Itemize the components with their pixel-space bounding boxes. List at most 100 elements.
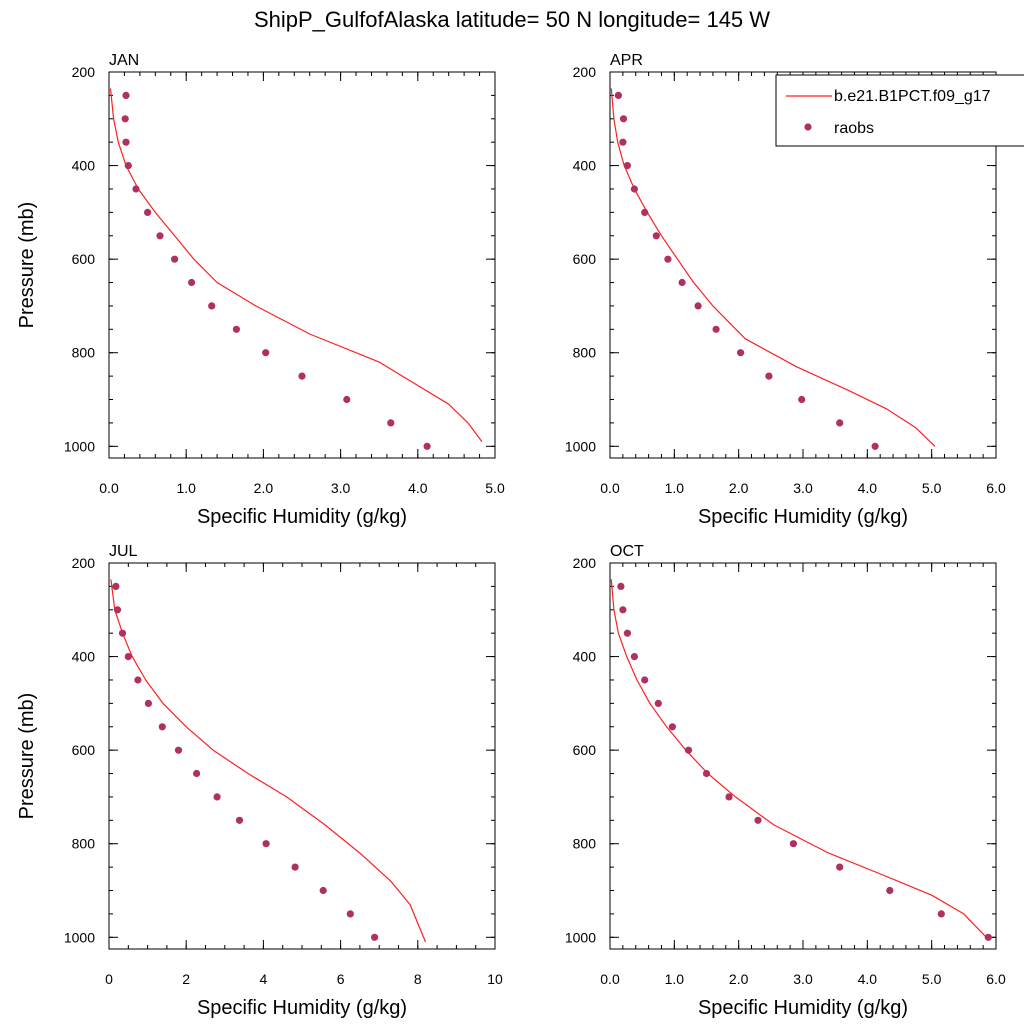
y-tick-label: 400 [72, 158, 96, 174]
panel-label-oct: OCT [610, 543, 644, 560]
raobs-point-apr-750 [712, 325, 720, 333]
raobs-point-jul-950 [346, 910, 354, 918]
y-tick-label: 600 [72, 742, 96, 758]
y-axis-title: Pressure (mb) [16, 202, 38, 329]
raobs-point-jan-700 [208, 302, 216, 310]
y-tick-label: 400 [573, 158, 597, 174]
y-tick-label: 1000 [565, 929, 596, 945]
raobs-point-jan-500 [144, 208, 152, 216]
y-tick-label: 1000 [64, 929, 95, 945]
x-axis-title: Specific Humidity (g/kg) [197, 506, 407, 528]
raobs-point-oct-650 [702, 769, 711, 778]
x-tick-label: 1.0 [176, 480, 196, 496]
x-tick-label: 4.0 [858, 971, 878, 987]
raobs-point-jul-550 [158, 723, 166, 731]
raobs-point-jan-450 [132, 185, 140, 193]
raobs-point-apr-250 [614, 91, 623, 99]
raobs-point-jan-850 [298, 372, 306, 380]
x-axis-title: Specific Humidity (g/kg) [698, 506, 908, 528]
raobs-point-jul-450 [134, 676, 142, 684]
raobs-point-jul-300 [113, 606, 122, 614]
panel-apr: APR 0.0 1.0 2.0 3.0 4.0 5.0 6.0 200 400 600 800 1000… [565, 52, 1006, 528]
x-tick-label: 5.0 [485, 480, 505, 496]
legend-obs-marker-swatch [804, 123, 812, 131]
x-axis-title: Specific Humidity (g/kg) [197, 997, 407, 1019]
raobs-point-jan-900 [343, 395, 351, 404]
raobs-point-oct-750 [754, 816, 762, 824]
raobs-point-apr-1000 [871, 442, 879, 450]
raobs-point-oct-600 [684, 746, 693, 754]
panel-jan: JAN 0.0 1.0 2.0 3.0 4.0 5.0 200 400 600 800 1000 Spe… [16, 52, 505, 528]
raobs-point-apr-900 [798, 395, 806, 404]
raobs-point-oct-450 [641, 676, 649, 684]
raobs-point-jan-650 [188, 278, 196, 287]
raobs-point-apr-950 [836, 419, 844, 427]
raobs-point-oct-550 [668, 723, 677, 731]
x-tick-label: 10 [487, 971, 503, 987]
panel-label-jul: JUL [109, 543, 138, 560]
raobs-point-oct-850 [836, 863, 844, 871]
raobs-point-oct-950 [937, 910, 945, 918]
legend: b.e21.B1PCT.f09_g17 raobs [775, 74, 1024, 147]
y-tick-label: 1000 [565, 438, 596, 454]
raobs-point-jul-650 [193, 769, 201, 778]
x-tick-label: 0 [105, 971, 113, 987]
y-tick-label: 800 [72, 836, 96, 852]
legend-model-label: b.e21.B1PCT.f09_g17 [834, 88, 991, 105]
x-tick-label: 0.0 [600, 971, 620, 987]
panel-label-apr: APR [610, 52, 643, 69]
x-tick-label: 6.0 [986, 480, 1006, 496]
raobs-point-oct-350 [623, 629, 632, 637]
y-tick-label: 200 [72, 64, 96, 80]
panel-label-jan: JAN [109, 52, 139, 69]
raobs-point-jul-500 [144, 699, 152, 708]
raobs-point-apr-300 [619, 115, 628, 123]
raobs-point-oct-250 [617, 582, 625, 591]
raobs-point-jan-600 [171, 255, 179, 263]
y-tick-label: 800 [573, 345, 597, 361]
y-tick-label: 400 [72, 649, 96, 665]
x-tick-label: 4.0 [408, 480, 428, 496]
x-tick-label: 2 [182, 971, 190, 987]
raobs-point-apr-700 [694, 302, 702, 310]
legend-box [775, 74, 1024, 147]
raobs-point-apr-450 [630, 185, 639, 193]
raobs-point-oct-900 [886, 886, 894, 895]
raobs-point-jan-1000 [423, 442, 431, 450]
model-line-apr [610, 88, 936, 447]
panel-jul: JUL 0 2 4 6 8 10 200 400 600 800 1000 Specific Humid… [16, 543, 503, 1019]
x-axis-title: Specific Humidity (g/kg) [698, 997, 908, 1019]
raobs-point-jul-700 [213, 793, 221, 801]
raobs-point-jan-800 [262, 349, 270, 357]
raobs-point-jul-250 [112, 582, 120, 591]
raobs-point-jul-800 [262, 840, 270, 848]
x-tick-label: 5.0 [922, 971, 942, 987]
raobs-point-jul-850 [291, 863, 299, 871]
raobs-point-jan-350 [122, 138, 130, 146]
raobs-point-jan-400 [124, 162, 132, 170]
raobs-point-jan-750 [232, 325, 240, 333]
raobs-point-apr-500 [641, 208, 649, 216]
raobs-point-oct-500 [654, 699, 662, 708]
raobs-point-jul-1000 [371, 933, 379, 941]
x-tick-label: 6 [337, 971, 345, 987]
raobs-point-jul-600 [174, 746, 183, 754]
raobs-point-oct-700 [725, 793, 733, 801]
x-tick-label: 3.0 [331, 480, 351, 496]
raobs-point-apr-550 [652, 232, 660, 240]
panels: JAN 0.0 1.0 2.0 3.0 4.0 5.0 200 400 600 800 1000 Spe… [16, 52, 1006, 1019]
model-line-jan [109, 88, 483, 442]
raobs-point-apr-400 [623, 162, 632, 170]
raobs-point-jan-950 [387, 419, 395, 427]
y-tick-label: 200 [573, 555, 597, 571]
x-tick-label: 0.0 [99, 480, 119, 496]
x-tick-label: 3.0 [793, 480, 813, 496]
raobs-point-jul-400 [124, 653, 132, 661]
raobs-point-apr-800 [737, 349, 745, 357]
raobs-point-jan-250 [122, 91, 130, 99]
y-tick-label: 200 [573, 64, 597, 80]
raobs-point-apr-650 [678, 278, 686, 287]
raobs-point-oct-1000 [984, 933, 992, 941]
legend-obs-label: raobs [834, 120, 874, 137]
